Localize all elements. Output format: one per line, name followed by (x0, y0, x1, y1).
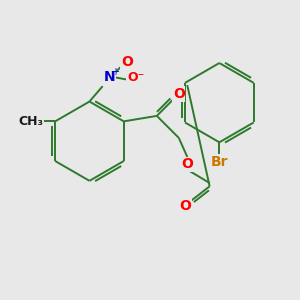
Text: O: O (121, 55, 133, 69)
Text: O: O (182, 157, 194, 171)
Text: O⁻: O⁻ (127, 71, 144, 84)
Text: O: O (179, 199, 191, 213)
Text: CH₃: CH₃ (18, 115, 44, 128)
Text: N: N (103, 70, 115, 84)
Text: Br: Br (211, 155, 228, 169)
Text: O: O (173, 87, 185, 101)
Text: +: + (111, 67, 119, 77)
